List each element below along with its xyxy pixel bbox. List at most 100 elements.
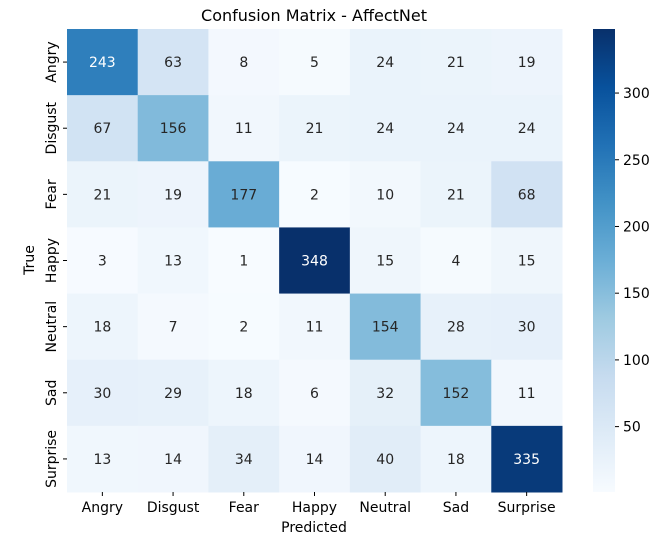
cell-value-label: 15: [376, 254, 394, 270]
cell-value-label: 348: [301, 254, 328, 270]
heatmap-cell: [349, 95, 422, 162]
cell-value-label: 13: [164, 254, 182, 270]
colorbar-ticks: 50 100 150 200 250 300: [615, 86, 650, 436]
cell-value-label: 29: [164, 386, 182, 402]
cell-value-label: 24: [447, 121, 465, 137]
cell-value-label: 68: [518, 187, 536, 203]
heatmap-cell: [349, 425, 422, 493]
x-tick-label: Surprise: [498, 500, 556, 516]
heatmap-cell: [208, 359, 280, 427]
cell-value-label: 2: [310, 187, 319, 203]
cell-value-label: 7: [169, 320, 178, 336]
colorbar: [593, 29, 615, 492]
cell-value-label: 21: [447, 55, 465, 71]
colorbar-tick-label: 200: [623, 219, 650, 235]
cell-value-label: 14: [306, 452, 324, 468]
heatmap-cell: [279, 227, 351, 295]
y-tick-label: Fear: [44, 179, 60, 209]
cell-value-label: 18: [93, 320, 111, 336]
cell-value-label: 24: [518, 121, 536, 137]
heatmap-cell: [67, 95, 139, 162]
cell-value-label: 40: [376, 452, 394, 468]
x-axis-label: Predicted: [281, 520, 347, 536]
heatmap-cell: [491, 293, 563, 361]
heatmap-cell: [137, 359, 209, 427]
heatmap-cell: [137, 227, 209, 295]
heatmap-cell: [67, 359, 139, 427]
cell-value-label: 63: [164, 55, 182, 71]
heatmap-cell: [137, 161, 209, 228]
x-tick-label: Happy: [292, 500, 337, 516]
heatmap-cell: [279, 95, 351, 162]
cell-value-label: 1: [239, 254, 248, 270]
x-tick-label: Sad: [443, 500, 469, 516]
heatmap-cell: [349, 293, 422, 361]
cell-value-label: 18: [235, 386, 253, 402]
y-tick-label: Angry: [44, 41, 60, 82]
cell-value-label: 2: [239, 320, 248, 336]
chart-title: Confusion Matrix - AffectNet: [201, 6, 427, 25]
heatmap-cell: [67, 293, 139, 361]
colorbar-tick-label: 150: [623, 286, 650, 302]
cell-value-label: 14: [164, 452, 182, 468]
heatmap-cell: [208, 95, 280, 162]
x-tick-label: Angry: [82, 500, 123, 516]
y-tick-label: Surprise: [44, 430, 60, 488]
colorbar-tick-label: 250: [623, 153, 650, 169]
heatmap-cell: [137, 95, 209, 162]
heatmap-cell: [491, 95, 563, 162]
cell-value-label: 21: [306, 121, 324, 137]
cell-value-label: 21: [447, 187, 465, 203]
colorbar-tick-label: 300: [623, 86, 650, 102]
heatmap-cell: [279, 161, 351, 228]
heatmap-cell: [67, 29, 139, 96]
heatmap-cell: [67, 161, 139, 228]
heatmap-cell: [420, 29, 492, 96]
heatmap-cell: [349, 29, 422, 96]
colorbar-tick-label: 50: [623, 420, 641, 436]
heatmap-cell: [279, 29, 351, 96]
cell-value-label: 18: [447, 452, 465, 468]
cell-value-label: 15: [518, 254, 536, 270]
heatmap-cell: [491, 29, 563, 96]
heatmap-cell: [349, 227, 422, 295]
cell-value-label: 11: [518, 386, 536, 402]
heatmap-cell: [67, 425, 139, 493]
cell-value-label: 32: [376, 386, 394, 402]
x-axis-ticks: Angry Disgust Fear Happy Neutral Sad Surprise: [82, 492, 556, 516]
cell-value-label: 8: [239, 55, 248, 71]
heatmap-cell: [279, 425, 351, 493]
heatmap-cell: [67, 227, 139, 295]
cell-value-label: 3: [98, 254, 107, 270]
cell-value-label: 4: [451, 254, 460, 270]
cell-value-label: 11: [306, 320, 324, 336]
cell-value-label: 335: [513, 452, 540, 468]
cell-value-label: 5: [310, 55, 319, 71]
heatmap-cell: [208, 293, 280, 361]
x-tick-label: Fear: [229, 500, 259, 516]
heatmap-cell: [137, 425, 209, 493]
cell-value-label: 6: [310, 386, 319, 402]
cell-value-label: 67: [93, 121, 111, 137]
y-tick-label: Disgust: [44, 101, 60, 154]
heatmap-cell: [420, 95, 492, 162]
heatmap-cell: [349, 359, 422, 427]
cell-value-label: 24: [376, 121, 394, 137]
heatmap-cell: [491, 359, 563, 427]
x-tick-label: Neutral: [359, 500, 411, 516]
cell-value-label: 21: [93, 187, 111, 203]
cell-value-label: 11: [235, 121, 253, 137]
heatmap-cell: [491, 425, 563, 493]
cell-value-label: 154: [372, 320, 399, 336]
cell-value-label: 28: [447, 320, 465, 336]
cell-value-label: 30: [93, 386, 111, 402]
heatmap-cell: [137, 293, 209, 361]
heatmap-cell: [420, 227, 492, 295]
cell-value-label: 34: [235, 452, 253, 468]
y-tick-label: Neutral: [44, 301, 60, 353]
cell-value-label: 10: [376, 187, 394, 203]
heatmap-cells: [67, 29, 563, 493]
cell-value-label: 177: [230, 187, 257, 203]
